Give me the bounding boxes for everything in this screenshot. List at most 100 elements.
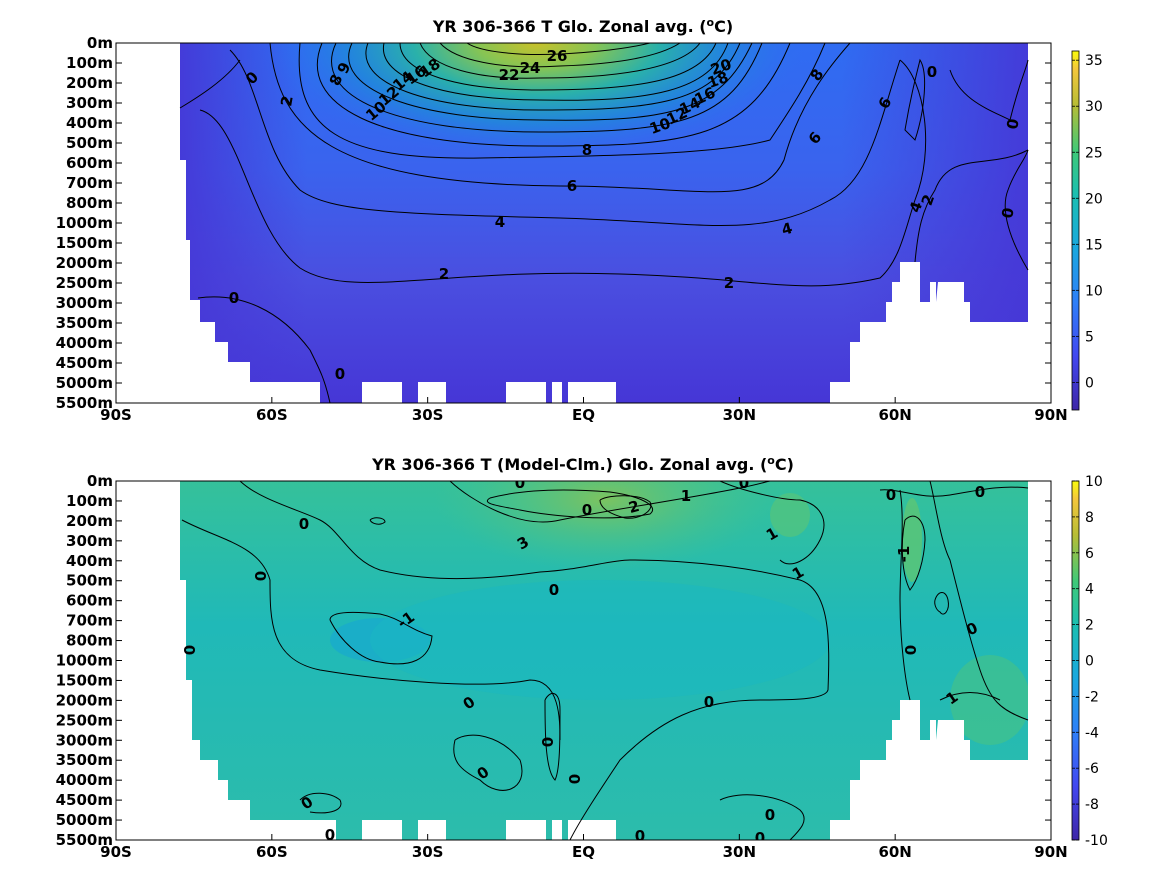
- top-y-tick-label: 0m: [87, 34, 113, 52]
- top-contour-label: 8: [582, 141, 592, 159]
- bottom-y-tick-label: 4000m: [56, 771, 113, 789]
- bottom-y-tick-label: 600m: [66, 592, 113, 610]
- bottom-contour-label: 0: [704, 693, 714, 711]
- top-x-tick-label: 60N: [878, 406, 911, 424]
- bottom-contour-label: 0: [635, 827, 645, 845]
- top-y-tick-label: 4000m: [56, 334, 113, 352]
- top-contour-label: 6: [567, 177, 577, 195]
- top-y-tick-label: 1500m: [56, 234, 113, 252]
- bottom-contour-label: 0: [765, 806, 775, 824]
- bottom-colorbar-tick-label: 10: [1085, 474, 1103, 490]
- bottom-contour-label: 0: [252, 571, 270, 581]
- bottom-contour-label: 1: [681, 487, 691, 505]
- top-colorbar-tick-label: 5: [1085, 329, 1094, 345]
- top-y-tick-label: 400m: [66, 114, 113, 132]
- bottom-colorbar-tick-label: -8: [1085, 797, 1099, 813]
- top-y-axis: 0m 100m 200m 300m 400m 500m 600m 700m 800m 1000m 1…: [56, 34, 1051, 412]
- top-colorbar-ticks: 35 30 25 20 15 10 5 0: [1072, 53, 1103, 391]
- top-colorbar-tick-label: 15: [1085, 237, 1103, 253]
- top-contour-label: 0: [229, 289, 239, 307]
- bottom-contour-label: 0: [566, 774, 584, 784]
- bottom-contour-label: 0: [739, 474, 749, 492]
- bottom-y-tick-label: 100m: [66, 492, 113, 510]
- bottom-y-tick-label: 800m: [66, 632, 113, 650]
- top-colorbar-tick-label: 35: [1085, 53, 1103, 69]
- top-colorbar-tick-label: 30: [1085, 99, 1103, 115]
- top-y-tick-label: 5000m: [56, 374, 113, 392]
- bottom-y-axis: 0m100m200m300m400m500m600m700m800m1000m1…: [56, 472, 1051, 849]
- top-contour-label: 2: [277, 94, 297, 107]
- bottom-colorbar-tick-label: -4: [1085, 725, 1099, 741]
- top-contour-label: 2: [724, 274, 734, 292]
- bottom-panel: YR 306-366 T (Model-Clm.) Glo. Zonal avg…: [56, 454, 1108, 861]
- bottom-contour-label: 0: [181, 645, 199, 655]
- bottom-y-tick-label: 3500m: [56, 751, 113, 769]
- top-contours: [179, 43, 1029, 403]
- bottom-colorbar-tick-label: -6: [1085, 761, 1099, 777]
- bottom-contour-label: 2: [627, 497, 642, 517]
- top-x-tick-label: 30S: [412, 406, 444, 424]
- bottom-x-tick-label: 30S: [412, 843, 444, 861]
- top-colorbar: [1071, 50, 1080, 411]
- top-contour-label: 24: [520, 59, 541, 77]
- bottom-contour-label: 0: [299, 515, 309, 533]
- bottom-y-tick-label: 5500m: [56, 831, 113, 849]
- bottom-contour-label: 0: [325, 826, 335, 844]
- bottom-chart-title: YR 306-366 T (Model-Clm.) Glo. Zonal avg…: [371, 454, 794, 474]
- bottom-y-tick-label: 3000m: [56, 731, 113, 749]
- bottom-x-tick-label: EQ: [572, 843, 595, 861]
- top-x-tick-label: 90S: [100, 406, 132, 424]
- top-contour-label: 0: [927, 63, 937, 81]
- bottom-x-tick-label: 90S: [100, 843, 132, 861]
- bottom-contour-label: 0: [975, 483, 985, 501]
- top-y-tick-label: 800m: [66, 194, 113, 212]
- bottom-contour-label: 0: [582, 501, 592, 519]
- top-colorbar-tick-label: 10: [1085, 283, 1103, 299]
- top-y-tick-label: 1000m: [56, 214, 113, 232]
- bottom-y-tick-label: 300m: [66, 532, 113, 550]
- bottom-y-tick-label: 4500m: [56, 791, 113, 809]
- top-colorbar-tick-label: 20: [1085, 191, 1103, 207]
- top-panel: YR 306-366 T Glo. Zonal avg. (oC): [56, 16, 1103, 424]
- bottom-y-tick-label: 700m: [66, 612, 113, 630]
- bottom-contour-label: 0: [755, 829, 765, 847]
- top-contour-label: 4: [780, 219, 795, 239]
- top-colorbar-tick-label: 0: [1085, 375, 1094, 391]
- top-y-tick-label: 3000m: [56, 294, 113, 312]
- top-y-tick-label: 100m: [66, 54, 113, 72]
- bottom-colorbar-tick-label: 4: [1085, 582, 1094, 598]
- top-y-tick-label: 600m: [66, 154, 113, 172]
- bottom-contour-label: 0: [886, 486, 896, 504]
- bottom-contour-label: 0: [549, 581, 559, 599]
- bottom-y-tick-label: 500m: [66, 572, 113, 590]
- bottom-y-tick-label: 5000m: [56, 811, 113, 829]
- top-y-tick-label: 3500m: [56, 314, 113, 332]
- bottom-contour-label: 0: [515, 474, 525, 492]
- top-contour-label: 2: [439, 265, 449, 283]
- bottom-colorbar-tick-label: -10: [1085, 833, 1108, 849]
- top-y-tick-label: 500m: [66, 134, 113, 152]
- bottom-colorbar-ticks: 10 8 6 4 2 0 -2 -4 -6 -8 -10: [1072, 474, 1108, 849]
- top-contour-label: 26: [547, 47, 568, 65]
- top-contour-label: 22: [499, 66, 520, 84]
- bottom-colorbar-tick-label: 6: [1085, 546, 1094, 562]
- top-contour-label: 0: [335, 365, 345, 383]
- top-y-tick-label: 5500m: [56, 394, 113, 412]
- top-contour-label: 0: [998, 206, 1018, 219]
- bottom-colorbar-tick-label: 8: [1085, 510, 1094, 526]
- bottom-y-tick-label: 2500m: [56, 711, 113, 729]
- top-x-axis: 90S 60S 30S EQ 30N 60N 90N: [100, 397, 1068, 424]
- top-x-tick-label: 60S: [256, 406, 288, 424]
- bottom-y-tick-label: 1000m: [56, 652, 113, 670]
- bottom-contours: [181, 481, 1029, 840]
- top-colorbar-tick-label: 25: [1085, 145, 1103, 161]
- bottom-x-tick-label: 60N: [878, 843, 911, 861]
- top-contour-label: 4: [495, 213, 505, 231]
- bottom-x-tick-label: 60S: [256, 843, 288, 861]
- bottom-y-tick-label: 200m: [66, 512, 113, 530]
- top-y-tick-label: 700m: [66, 174, 113, 192]
